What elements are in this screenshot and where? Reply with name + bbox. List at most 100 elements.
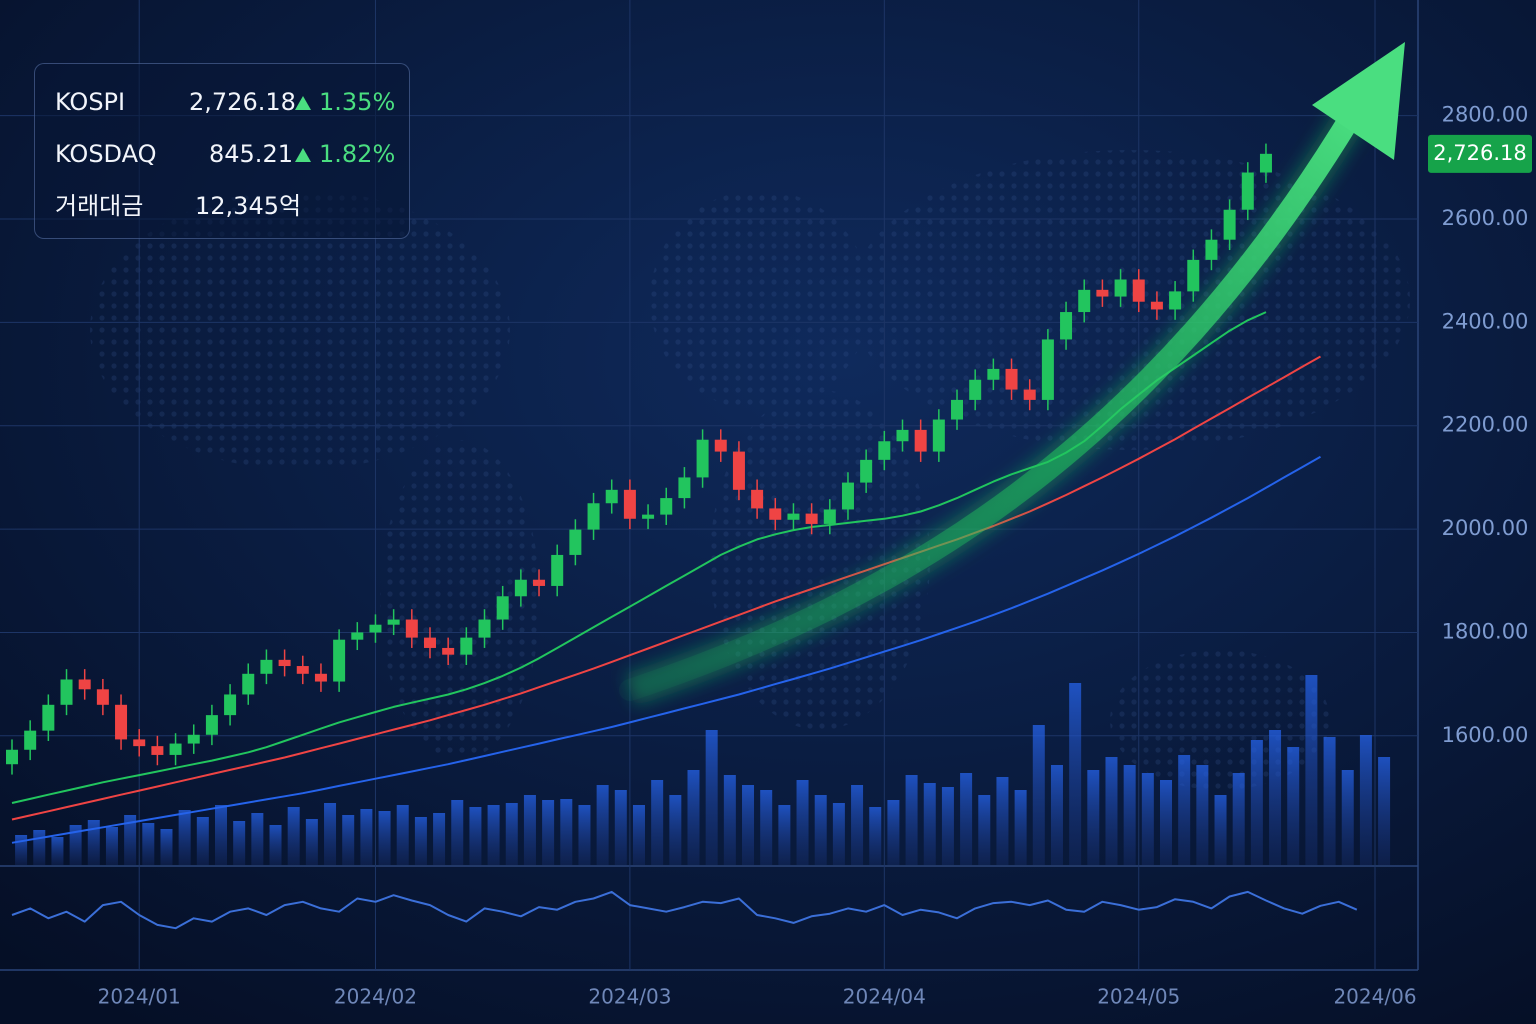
volume-bar [87, 820, 100, 865]
candle-body [96, 689, 109, 705]
volume-bar [1050, 765, 1063, 865]
candle-body [623, 489, 636, 519]
candle-body [133, 739, 146, 747]
price-tag-label: 2,726.18 [1433, 141, 1527, 165]
moving-average-line [11, 455, 1321, 844]
volume-bar [1178, 755, 1191, 865]
volume-bar [51, 837, 64, 865]
candle-body [969, 379, 982, 400]
volume-bar [1105, 757, 1118, 865]
volume-bar [1341, 770, 1354, 865]
candle-body [642, 514, 655, 519]
volume-bar [160, 829, 173, 865]
metric-value: 12,345억 [195, 192, 302, 220]
candle-body [1205, 239, 1218, 260]
candle-body [805, 513, 818, 524]
candle-body [405, 619, 418, 638]
candle-body [1114, 279, 1127, 297]
volume-bar [632, 805, 645, 865]
volume-bar [887, 800, 900, 865]
volume-bar [251, 813, 264, 865]
x-tick-label: 2024/05 [1097, 985, 1180, 1009]
candle-body [896, 429, 909, 442]
volume-bar [196, 817, 209, 865]
candle-body [769, 508, 782, 520]
metric-name: 거래대금 [55, 192, 144, 220]
candle-body [1169, 291, 1182, 310]
candle-body [496, 596, 509, 620]
candle-body [1223, 209, 1236, 240]
volume-bar [778, 805, 791, 865]
candle-body [696, 439, 709, 478]
volume-bar [433, 813, 446, 865]
volume-bar [324, 803, 337, 865]
volume-bar [669, 795, 682, 865]
candle-body [569, 529, 582, 555]
volume-bar [396, 805, 409, 865]
candle-body [860, 459, 873, 483]
volume-bar [1214, 795, 1227, 865]
index-name: KOSPI [55, 88, 126, 116]
x-tick-label: 2024/02 [334, 985, 417, 1009]
candle-body [987, 368, 1000, 380]
volume-bar [1359, 735, 1372, 865]
volume-bar [742, 785, 755, 865]
candle-body [1150, 301, 1163, 310]
volume-bar [905, 775, 918, 865]
candle-body [478, 619, 491, 638]
candle-body [1005, 368, 1018, 390]
candle-body [187, 734, 200, 744]
y-tick-label: 1800.00 [1442, 619, 1529, 643]
volume-bar [796, 780, 809, 865]
index-value: 2,726.18 [189, 88, 296, 116]
volume-bar [469, 807, 482, 865]
volume-bar [487, 805, 500, 865]
volume-bar [124, 815, 137, 865]
candle-body [932, 419, 945, 452]
volume-bar [105, 827, 118, 865]
candle-body [533, 579, 546, 586]
volume-bar [142, 823, 155, 865]
candle-body [224, 694, 237, 716]
volume-bar [542, 800, 555, 865]
volume-bar [1323, 737, 1336, 865]
volume-bar [814, 795, 827, 865]
candle-body [823, 509, 836, 524]
up-icon [295, 96, 311, 110]
info-panel: KOSPI 2,726.18 1.35% KOSDAQ 845.21 1.82%… [34, 63, 410, 239]
candle-body [151, 746, 164, 755]
volume-bar [342, 815, 355, 865]
candle-body [6, 749, 18, 765]
candle-body [951, 399, 964, 420]
candle-body [387, 619, 400, 625]
volume-bar [596, 785, 609, 865]
volume-bar [33, 830, 46, 865]
volume-bar [15, 835, 28, 865]
volume-bar [578, 805, 591, 865]
volume-bar [869, 807, 882, 865]
volume-bar [1250, 740, 1263, 865]
candle-body [78, 679, 91, 690]
volume-bar [1287, 747, 1300, 865]
up-icon [295, 148, 311, 162]
volume-bar [287, 807, 300, 865]
volume-bar [760, 790, 773, 865]
candle-body [914, 429, 927, 452]
volume-bar [1123, 765, 1136, 865]
volume-bar [1196, 765, 1209, 865]
candle-body [314, 673, 327, 682]
candle-body [1060, 312, 1073, 340]
candle-body [787, 513, 800, 520]
x-tick-label: 2024/03 [588, 985, 671, 1009]
volume-bar [1160, 780, 1173, 865]
volume-bar [305, 819, 318, 865]
candle-body [42, 704, 55, 731]
candle-body [1078, 289, 1091, 313]
candle-body [460, 637, 473, 655]
y-tick-label: 2800.00 [1442, 103, 1529, 127]
x-tick-label: 2024/01 [98, 985, 181, 1009]
y-tick-label: 2400.00 [1442, 309, 1529, 333]
volume-bar [1069, 683, 1082, 865]
volume-bar [978, 795, 991, 865]
